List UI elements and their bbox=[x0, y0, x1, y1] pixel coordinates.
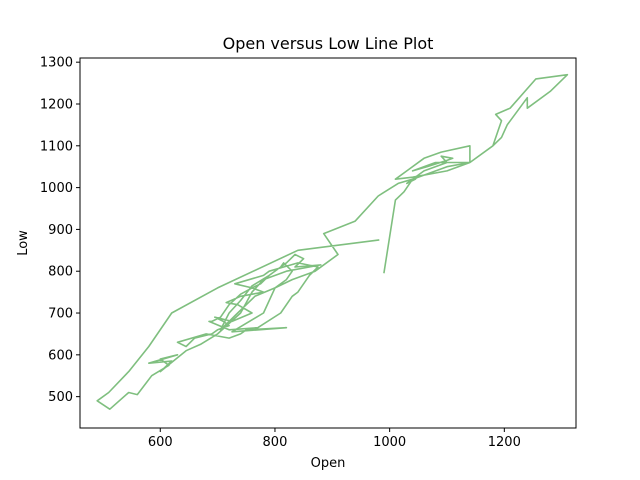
y-tick-label: 1100 bbox=[40, 139, 73, 154]
y-tick-label: 1000 bbox=[40, 181, 73, 196]
x-tick-label: 800 bbox=[263, 435, 288, 450]
chart-title: Open versus Low Line Plot bbox=[223, 34, 434, 53]
plot-frame bbox=[79, 57, 577, 429]
x-axis-label: Open bbox=[311, 456, 346, 471]
y-tick-label: 600 bbox=[48, 348, 73, 363]
x-tick-label: 1200 bbox=[488, 435, 521, 450]
y-tick-label: 900 bbox=[48, 223, 73, 238]
series-line-0 bbox=[96, 73, 569, 411]
y-tick-label: 800 bbox=[48, 265, 73, 280]
y-axis-label: Low bbox=[16, 230, 31, 256]
y-tick-label: 1200 bbox=[40, 97, 73, 112]
y-tick-label: 700 bbox=[48, 307, 73, 322]
y-axis: 500 600 700 800 900 1000 1100 1200 1300 bbox=[40, 56, 80, 405]
y-tick-label: 1300 bbox=[40, 56, 73, 71]
x-tick-label: 600 bbox=[148, 435, 173, 450]
y-tick-label: 500 bbox=[48, 390, 73, 405]
x-tick-label: 1000 bbox=[373, 435, 406, 450]
plot-area bbox=[96, 73, 569, 411]
x-axis: 600 800 1000 1200 bbox=[148, 428, 521, 450]
